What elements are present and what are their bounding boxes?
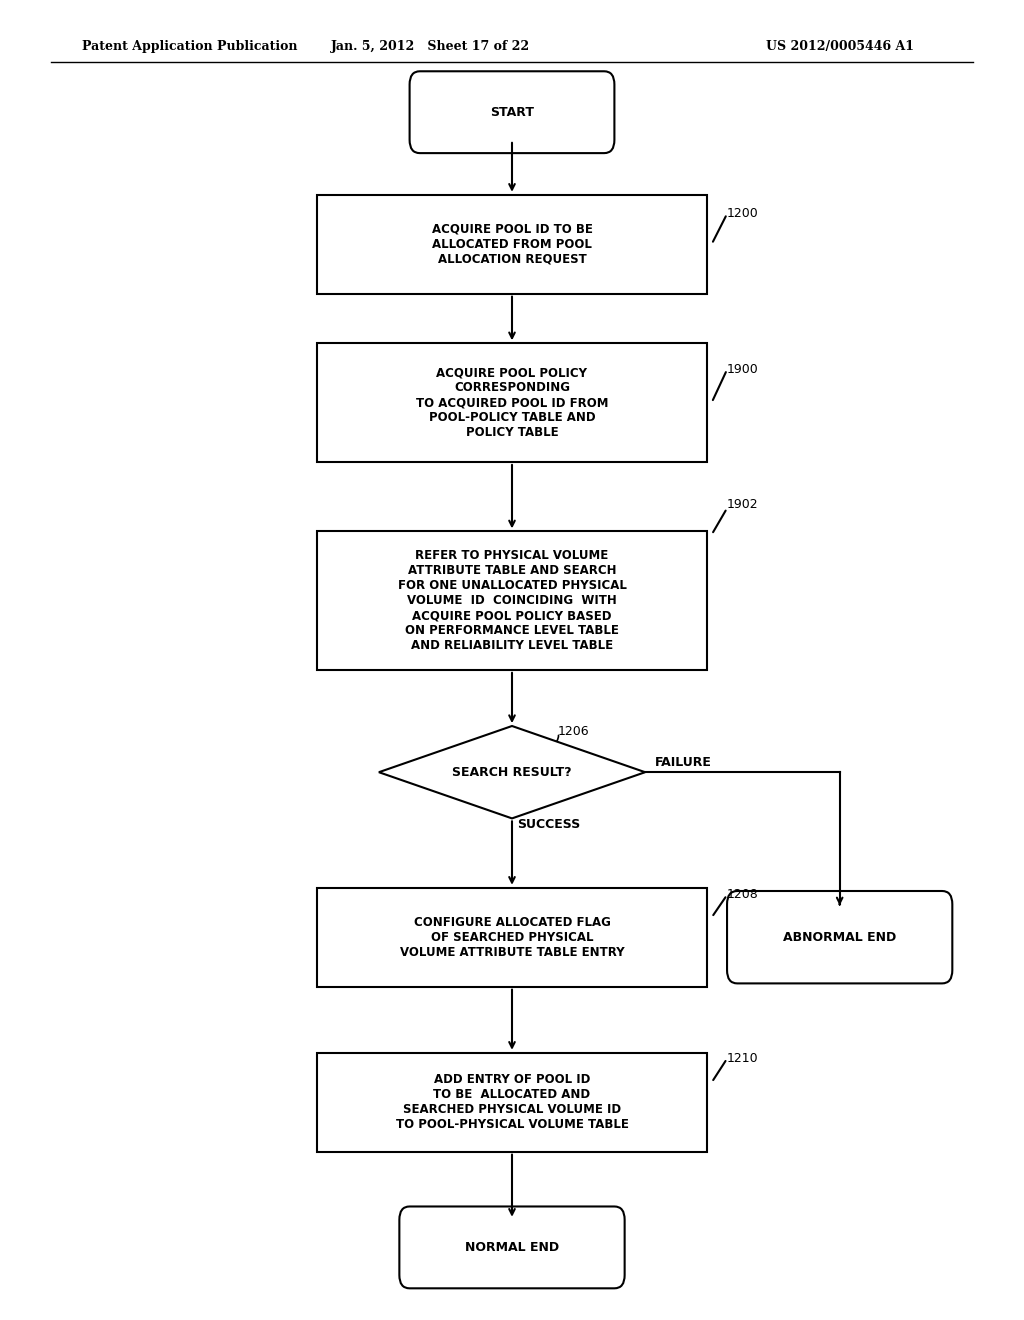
Text: FAILURE: FAILURE (655, 756, 713, 770)
Text: ACQUIRE POOL POLICY
CORRESPONDING
TO ACQUIRED POOL ID FROM
POOL-POLICY TABLE AND: ACQUIRE POOL POLICY CORRESPONDING TO ACQ… (416, 366, 608, 440)
Text: 1902: 1902 (727, 498, 759, 511)
Text: ADD ENTRY OF POOL ID
TO BE  ALLOCATED AND
SEARCHED PHYSICAL VOLUME ID
TO POOL-PH: ADD ENTRY OF POOL ID TO BE ALLOCATED AND… (395, 1073, 629, 1131)
Bar (317, 343, 707, 462)
Text: 1208: 1208 (727, 888, 759, 902)
Text: SEARCH RESULT?: SEARCH RESULT? (453, 766, 571, 779)
Text: FIG.19: FIG.19 (457, 78, 567, 107)
Text: Patent Application Publication: Patent Application Publication (82, 40, 297, 53)
FancyBboxPatch shape (410, 71, 614, 153)
FancyBboxPatch shape (399, 1206, 625, 1288)
Text: ACQUIRE POOL ID TO BE
ALLOCATED FROM POOL
ALLOCATION REQUEST: ACQUIRE POOL ID TO BE ALLOCATED FROM POO… (431, 223, 593, 265)
Bar (317, 531, 707, 671)
Bar (317, 1053, 707, 1151)
Text: NORMAL END: NORMAL END (465, 1241, 559, 1254)
Text: REFER TO PHYSICAL VOLUME
ATTRIBUTE TABLE AND SEARCH
FOR ONE UNALLOCATED PHYSICAL: REFER TO PHYSICAL VOLUME ATTRIBUTE TABLE… (397, 549, 627, 652)
Bar (317, 887, 707, 987)
Text: ABNORMAL END: ABNORMAL END (783, 931, 896, 944)
Text: Jan. 5, 2012   Sheet 17 of 22: Jan. 5, 2012 Sheet 17 of 22 (331, 40, 529, 53)
Text: 1206: 1206 (558, 725, 590, 738)
Text: US 2012/0005446 A1: US 2012/0005446 A1 (766, 40, 913, 53)
Text: 1200: 1200 (727, 207, 759, 220)
FancyBboxPatch shape (727, 891, 952, 983)
Polygon shape (379, 726, 645, 818)
Text: 1900: 1900 (727, 363, 759, 376)
Text: 1210: 1210 (727, 1052, 759, 1065)
Text: START: START (490, 106, 534, 119)
Text: CONFIGURE ALLOCATED FLAG
OF SEARCHED PHYSICAL
VOLUME ATTRIBUTE TABLE ENTRY: CONFIGURE ALLOCATED FLAG OF SEARCHED PHY… (399, 916, 625, 958)
Text: SUCCESS: SUCCESS (517, 818, 581, 832)
Bar (317, 195, 707, 294)
